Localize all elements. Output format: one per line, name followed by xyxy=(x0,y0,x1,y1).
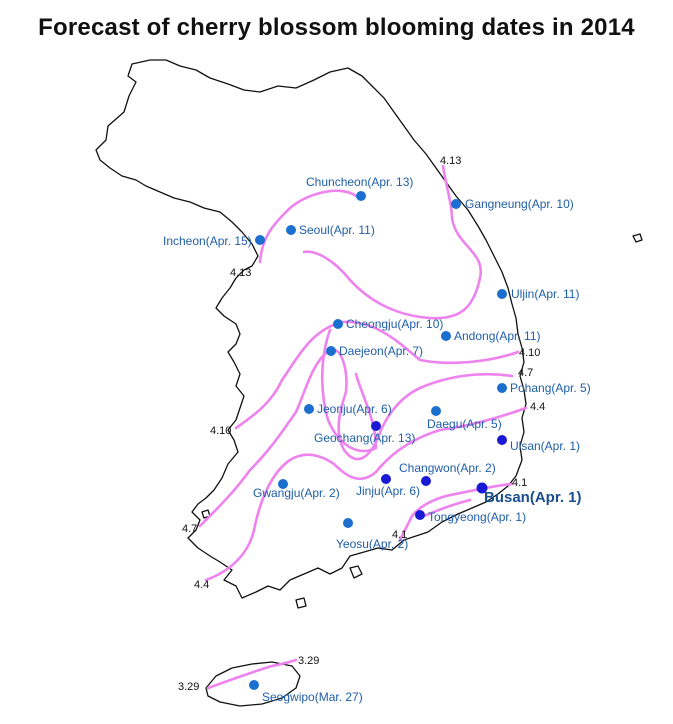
isoline-label-e-41: 4.1 xyxy=(512,477,527,489)
city-label-daegu: Daegu(Apr. 5) xyxy=(427,417,502,431)
city-dot-jinju xyxy=(381,474,391,484)
city-dot-daegu xyxy=(431,406,441,416)
city-label-geochang: Geochang(Apr. 13) xyxy=(314,431,415,445)
island-east xyxy=(632,233,643,243)
city-dot-gwangju xyxy=(278,479,288,489)
city-dot-uljin xyxy=(497,289,507,299)
city-markers xyxy=(249,191,507,690)
city-label-tongyeong: Tongyeong(Apr. 1) xyxy=(428,510,526,524)
city-dot-cheongju xyxy=(333,319,343,329)
jeju-coastline xyxy=(205,661,301,707)
map-title: Forecast of cherry blossom blooming date… xyxy=(38,14,635,41)
city-label-pohang: Pohang(Apr. 5) xyxy=(510,381,591,395)
city-label-uljin: Uljin(Apr. 11) xyxy=(511,287,579,301)
city-dot-pohang xyxy=(497,383,507,393)
city-dot-yeosu xyxy=(343,518,353,528)
isoline-47 xyxy=(198,348,514,528)
isoline-label-e-44: 4.4 xyxy=(530,401,545,413)
city-dot-jeonju xyxy=(304,404,314,414)
city-label-yeosu: Yeosu(Apr. 2) xyxy=(336,537,408,551)
city-dot-chuncheon xyxy=(356,191,366,201)
isoline-44 xyxy=(204,406,528,582)
island-south-2 xyxy=(295,597,307,609)
city-dot-seogwipo xyxy=(249,680,259,690)
city-label-ulsan: Ulsan(Apr. 1) xyxy=(510,439,580,453)
isoline-label-w-44: 4.4 xyxy=(194,579,209,591)
city-dot-geochang xyxy=(371,421,381,431)
city-dot-daejeon xyxy=(326,346,336,356)
isoline-410-geochang xyxy=(320,328,378,453)
isoline-label-nw-413: 4.13 xyxy=(230,267,251,279)
city-dot-gangneung xyxy=(451,199,461,209)
city-label-gangneung: Gangneung(Apr. 10) xyxy=(465,197,574,211)
mainland-coastline xyxy=(95,59,527,599)
isoline-label-jeju-329-w: 3.29 xyxy=(178,681,199,693)
city-label-daejeon: Daejeon(Apr. 7) xyxy=(339,344,423,358)
city-label-cheongju: Cheongju(Apr. 10) xyxy=(346,317,443,331)
city-labels: Chuncheon(Apr. 13) Gangneung(Apr. 10) In… xyxy=(163,175,591,704)
city-dot-incheon xyxy=(255,235,265,245)
city-dot-andong xyxy=(441,331,451,341)
isoline-label-s-41: 4.1 xyxy=(392,529,407,541)
city-label-gwangju: Gwangju(Apr. 2) xyxy=(253,486,340,500)
isoline-label-ne-413: 4.13 xyxy=(440,155,461,167)
city-dot-busan xyxy=(476,482,488,494)
city-dot-tongyeong xyxy=(415,510,425,520)
island-south-1 xyxy=(349,565,363,579)
city-label-jinju: Jinju(Apr. 6) xyxy=(356,484,420,498)
isoline-label-e-47: 4.7 xyxy=(518,367,533,379)
isoline-label-w-47: 4.7 xyxy=(182,523,197,535)
isoline-label-e-410: 4.10 xyxy=(519,347,540,359)
city-label-seogwipo: Seogwipo(Mar. 27) xyxy=(262,690,363,704)
isoline-label-w-410: 4.10 xyxy=(210,425,231,437)
city-dot-changwon xyxy=(421,476,431,486)
city-label-jeonju: Jeonju(Apr. 6) xyxy=(317,402,392,416)
city-dot-ulsan xyxy=(497,435,507,445)
isoline-labels: 4.13 4.13 4.10 4.7 4.4 4.10 4.1 4.1 4.7 … xyxy=(178,155,545,693)
city-label-changwon: Changwon(Apr. 2) xyxy=(399,461,496,475)
city-label-andong: Andong(Apr. 11) xyxy=(454,329,541,343)
isoline-413-northeast xyxy=(302,164,483,320)
city-label-seoul: Seoul(Apr. 11) xyxy=(299,223,375,237)
isoline-329-jeju xyxy=(206,658,298,690)
city-label-incheon: Incheon(Apr. 15) xyxy=(163,234,252,248)
isoline-label-jeju-329-e: 3.29 xyxy=(298,655,319,667)
city-label-busan: Busan(Apr. 1) xyxy=(484,489,582,506)
city-dot-seoul xyxy=(286,225,296,235)
city-label-chuncheon: Chuncheon(Apr. 13) xyxy=(306,175,413,189)
isoline-41-south-2 xyxy=(422,498,472,518)
